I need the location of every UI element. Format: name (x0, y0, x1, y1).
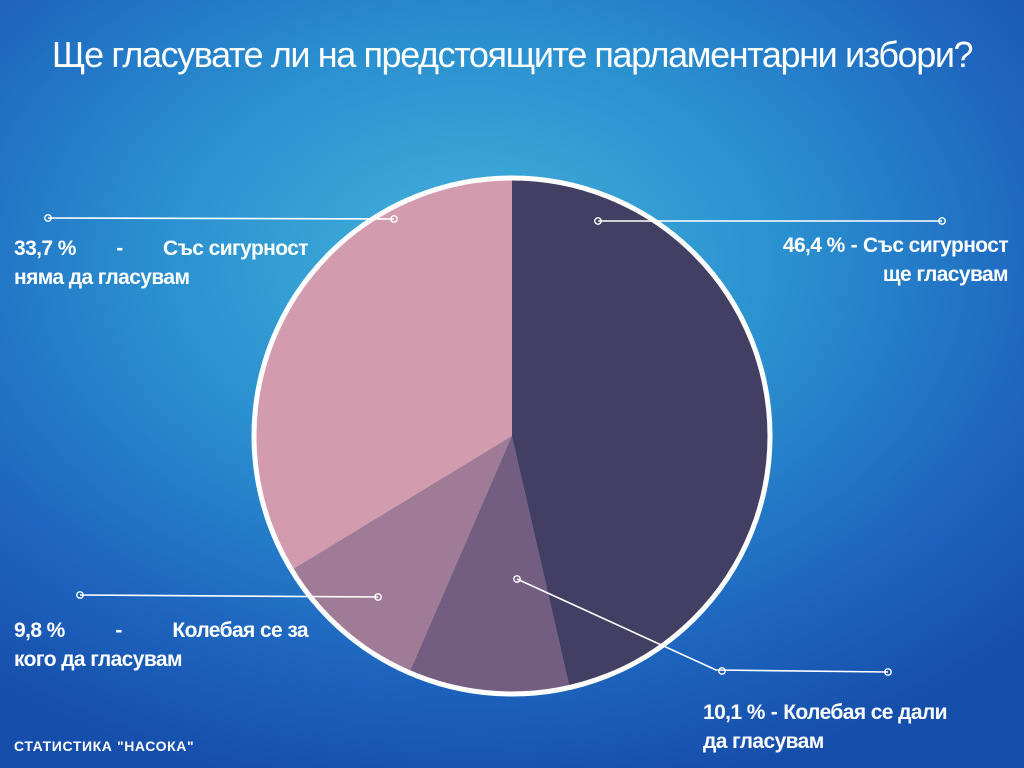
source-credit: СТАТИСТИКА "НАСОКА" (14, 738, 195, 754)
slice-label-line2: ще гласувам (882, 263, 1009, 286)
slice-percent: 46,4 % (782, 234, 845, 257)
label-dash: - (850, 234, 858, 257)
slice-label-line2: кого да гласувам (14, 648, 182, 671)
connector-sure-no-start-dot (44, 214, 52, 222)
connector-sure-yes-start-dot (594, 217, 602, 225)
slice-percent: 10,1 % (703, 701, 765, 724)
connector-sure-yes-end-dot (938, 217, 946, 225)
connector-unsure-whom (79, 594, 379, 598)
slice-percent: 9,8 % (14, 619, 65, 642)
connector-unsure-whom-end-dot (374, 593, 382, 601)
slice-label-line1: Със сигурност (863, 234, 1009, 257)
connector-unsure-whether-start-dot (513, 575, 521, 583)
connector-unsure-whether (516, 578, 889, 673)
label-slice-unsure-whom: 9,8 % - Колебая се за кого да гласувам (14, 616, 309, 674)
label-dash: - (116, 237, 123, 260)
pie-outline (251, 175, 773, 697)
slice-percent: 33,7 % (14, 237, 76, 260)
label-slice-unsure-whether: 10,1 % - Колебая се дали да гласувам (703, 698, 1003, 756)
label-connectors (44, 214, 946, 676)
connector-unsure-whom-start-dot (76, 591, 84, 599)
connector-unsure-whether-end-dot (884, 668, 892, 676)
connector-unsure-whether-bend-dot (718, 667, 726, 675)
label-dash: - (115, 619, 122, 642)
label-dash: - (770, 701, 778, 724)
slice-label-line1: Колебая се дали (783, 701, 947, 724)
connector-sure-no-end-dot (390, 215, 398, 223)
slice-label-line2: да гласувам (703, 730, 824, 753)
slice-sure-no (254, 178, 513, 571)
slice-label-line2: няма да гласувам (14, 266, 190, 289)
label-slice-sure-no: 33,7 % - Със сигурност няма да гласувам (14, 234, 309, 292)
slice-sure-yes (512, 178, 771, 688)
chart-title: Ще гласувате ли на предстоящите парламен… (51, 34, 974, 75)
slice-label-line1: Със сигурност (163, 237, 309, 260)
slice-label-line1: Колебая се за (172, 619, 308, 642)
pie-slices (254, 178, 771, 695)
label-slice-sure-yes: 46,4 % - Със сигурност ще гласувам (714, 231, 1009, 289)
slice-unsure-whether (409, 436, 570, 695)
slice-unsure-whom (291, 436, 512, 673)
connector-sure-no (47, 217, 395, 220)
